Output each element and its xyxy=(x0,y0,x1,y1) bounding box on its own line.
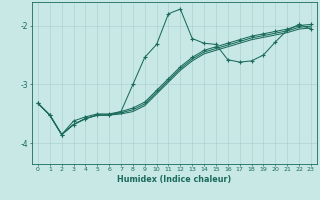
X-axis label: Humidex (Indice chaleur): Humidex (Indice chaleur) xyxy=(117,175,232,184)
